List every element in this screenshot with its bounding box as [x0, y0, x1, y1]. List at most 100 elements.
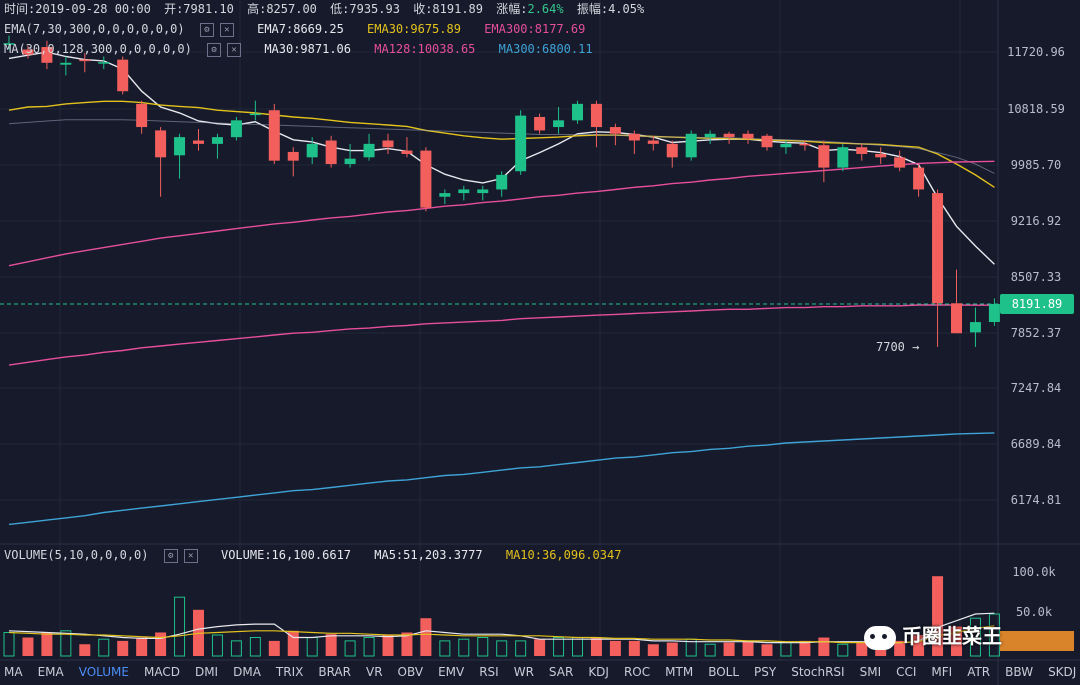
ma-params[interactable]: MA(30,0,128,300,0,0,0,0,0): [4, 42, 192, 56]
volume-bar: [458, 638, 470, 657]
close-icon[interactable]: ✕: [183, 548, 198, 563]
indicator-tab-mtm[interactable]: MTM: [665, 665, 693, 679]
settings-icon[interactable]: ⚙: [199, 22, 214, 37]
candle-body: [458, 189, 470, 194]
indicator-tab-kdj[interactable]: KDJ: [588, 665, 609, 679]
indicator-tab-roc[interactable]: ROC: [624, 665, 650, 679]
candle-body: [875, 153, 887, 158]
indicator-tab-dmi[interactable]: DMI: [195, 665, 218, 679]
indicator-tab-ma[interactable]: MA: [4, 665, 23, 679]
volume-bar: [742, 640, 754, 656]
indicator-tab-rsi[interactable]: RSI: [479, 665, 499, 679]
volume-bar: [287, 630, 299, 656]
indicator-tab-brar[interactable]: BRAR: [318, 665, 351, 679]
indicator-tab-macd[interactable]: MACD: [144, 665, 180, 679]
indicator-tab-wr[interactable]: WR: [514, 665, 534, 679]
indicator-tab-smi[interactable]: SMI: [860, 665, 882, 679]
candle-body: [742, 133, 754, 139]
candle-body: [799, 143, 811, 146]
indicator-tab-trix[interactable]: TRIX: [275, 665, 303, 679]
amplitude-label: 振幅:4.05%: [576, 2, 645, 16]
volume-bar: [761, 644, 773, 656]
close-icon[interactable]: ✕: [227, 42, 242, 57]
volume-bar: [553, 637, 565, 657]
volume-bar: [837, 643, 849, 657]
candle-body: [136, 103, 148, 128]
candle-body: [780, 143, 792, 148]
volume-bar: [666, 642, 678, 656]
volume-bar: [590, 637, 602, 656]
current-price-badge: [1000, 293, 1074, 314]
candle-body: [439, 193, 451, 197]
close-icon[interactable]: ✕: [219, 22, 234, 37]
volume-bar: [306, 637, 318, 657]
indicator-tab-ema[interactable]: EMA: [38, 665, 65, 679]
candle-body: [211, 137, 223, 144]
volume-bar: [22, 637, 34, 656]
indicator-tab-skdj[interactable]: SKDJ: [1048, 665, 1076, 679]
indicator-tab-boll[interactable]: BOLL: [708, 665, 739, 679]
candle-body: [572, 103, 583, 121]
candle-body: [837, 147, 849, 168]
volume-bar: [117, 640, 129, 656]
candle-body: [515, 115, 527, 172]
price-tick-label: 9985.70: [1011, 158, 1062, 172]
price-tick-label: 7852.37: [1011, 326, 1062, 340]
candle-body: [666, 143, 678, 158]
indicator-tab-mfi[interactable]: MFI: [931, 665, 952, 679]
volume-bar: [382, 635, 394, 656]
indicator-tab-psy[interactable]: PSY: [754, 665, 777, 679]
ema-legend-row: EMA(7,30,300,0,0,0,0,0,0) ⚙ ✕ EMA7:8669.2…: [4, 20, 601, 38]
ema7-value: EMA7:8669.25: [257, 22, 344, 36]
ma128-value: MA128:10038.65: [374, 42, 476, 56]
indicator-tab-emv[interactable]: EMV: [438, 665, 465, 679]
volume-bar: [515, 640, 527, 657]
indicator-tab-sar[interactable]: SAR: [549, 665, 573, 679]
volume-bar: [988, 613, 1000, 657]
volume-bar: [609, 640, 621, 656]
candle-body: [268, 110, 280, 161]
indicator-tab-dma[interactable]: DMA: [233, 665, 262, 679]
candle-body: [988, 303, 1000, 322]
indicator-tab-stochrsi[interactable]: StochRSI: [791, 665, 844, 679]
volume-bar: [894, 640, 906, 656]
series-line-ema30: [8, 100, 995, 188]
candle-body: [60, 62, 72, 65]
indicator-tab-obv[interactable]: OBV: [398, 665, 424, 679]
volume-bar: [913, 635, 925, 656]
volume-bar: [60, 630, 72, 657]
volume-bar: [799, 640, 811, 656]
time-label: 时间:2019-09-28 00:00: [4, 2, 151, 16]
change-label: 涨幅:2.64%: [496, 2, 563, 16]
indicator-tab-volume[interactable]: VOLUME: [79, 665, 129, 679]
ema-params[interactable]: EMA(7,30,300,0,0,0,0,0,0): [4, 22, 185, 36]
settings-icon[interactable]: ⚙: [207, 42, 222, 57]
candle-body: [609, 127, 621, 134]
volume-bar: [344, 640, 356, 657]
candle-body: [723, 133, 735, 138]
indicator-tab-atr[interactable]: ATR: [967, 665, 990, 679]
settings-icon[interactable]: ⚙: [163, 548, 178, 563]
price-tick-label: 7247.84: [1011, 381, 1062, 395]
series-line-ema300: [8, 304, 995, 366]
indicator-tab-bbw[interactable]: BBW: [1005, 665, 1033, 679]
indicator-tab-cci[interactable]: CCI: [896, 665, 916, 679]
volume-bar: [363, 637, 375, 657]
volume-bar: [401, 632, 413, 656]
change-prefix: 涨幅:: [496, 2, 528, 16]
candle-body: [913, 167, 925, 190]
low-label: 低:7935.93: [330, 2, 400, 16]
volume-bar: [211, 634, 223, 657]
volume-bar: [969, 617, 981, 657]
volume-bar: [230, 640, 242, 657]
volume-bar: [174, 596, 186, 657]
volume-params[interactable]: VOLUME(5,10,0,0,0,0): [4, 548, 149, 562]
indicator-tab-vr[interactable]: VR: [366, 665, 383, 679]
candle-body: [761, 135, 773, 148]
volume-tick-label: 50.0k: [1016, 605, 1053, 619]
volume-tick-label: 100.0k: [1012, 565, 1056, 579]
candle-body: [647, 140, 659, 144]
candle-body: [22, 49, 34, 55]
candle-body: [856, 147, 868, 154]
